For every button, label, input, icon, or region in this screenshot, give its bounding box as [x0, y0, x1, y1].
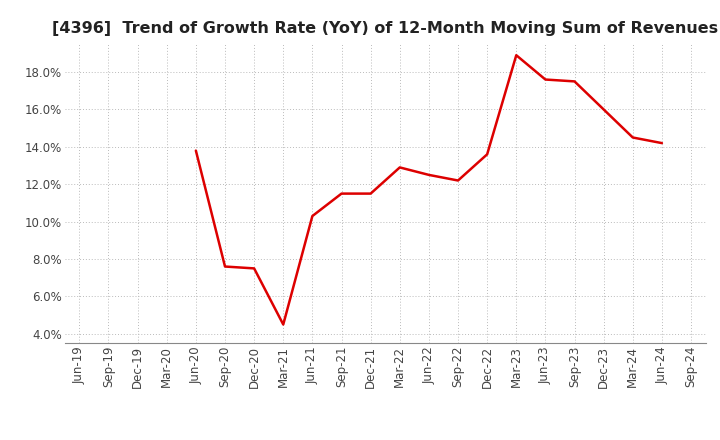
Title: [4396]  Trend of Growth Rate (YoY) of 12-Month Moving Sum of Revenues: [4396] Trend of Growth Rate (YoY) of 12-… — [52, 21, 719, 36]
